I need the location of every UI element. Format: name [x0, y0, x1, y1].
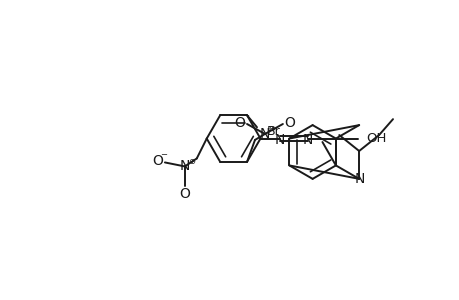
Text: N: N [179, 159, 190, 173]
Text: N: N [302, 133, 313, 146]
Text: Br: Br [266, 125, 280, 138]
Text: N: N [354, 172, 364, 186]
Text: O: O [284, 116, 295, 130]
Text: ⊕: ⊕ [268, 124, 275, 134]
Text: N: N [259, 127, 269, 141]
Text: −: − [160, 150, 167, 159]
Text: O: O [179, 187, 190, 201]
Text: OH: OH [366, 132, 386, 145]
Text: O: O [234, 116, 245, 130]
Text: −: − [242, 112, 249, 121]
Text: ⊕: ⊕ [188, 157, 195, 166]
Text: O: O [152, 154, 163, 168]
Text: N: N [274, 133, 285, 146]
